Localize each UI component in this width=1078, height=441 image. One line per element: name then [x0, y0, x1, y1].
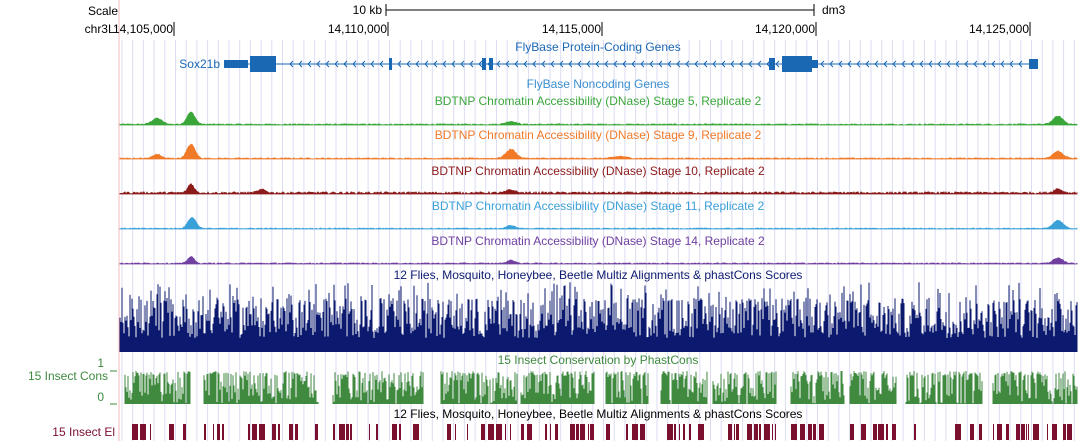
dnase-stage14-signal[interactable]: [119, 256, 1078, 265]
multiz-track-title: 12 Flies, Mosquito, Honeybee, Beetle Mul…: [394, 268, 803, 282]
dnase-stage9-signal[interactable]: [119, 143, 1078, 160]
dnase-stage10-signal[interactable]: [119, 183, 1078, 195]
dnase-stage5-title: BDTNP Chromatin Accessibility (DNase) St…: [435, 94, 762, 108]
gene-sox21b[interactable]: [224, 56, 1038, 72]
phastcons-signal[interactable]: [124, 371, 1078, 404]
ruler-ticks: [173, 22, 1031, 36]
position-label-2: 14,110,000: [328, 22, 387, 36]
position-label-1: 14,105,000: [113, 22, 173, 36]
phastcons-ymin-label: 0: [97, 390, 104, 404]
phastcons-ymax-label: 1: [97, 356, 104, 370]
assembly-label: dm3: [822, 3, 846, 17]
conserved-elements[interactable]: [132, 424, 1072, 440]
protein-coding-track-title: FlyBase Protein-Coding Genes: [515, 40, 680, 54]
multiz-conservation-signal[interactable]: [119, 282, 1078, 352]
noncoding-track-title: FlyBase Noncoding Genes: [527, 77, 670, 91]
dnase-stage11-signal[interactable]: [119, 216, 1078, 230]
dnase-stage9-title: BDTNP Chromatin Accessibility (DNase) St…: [435, 128, 762, 142]
phastcons-track-title: 15 Insect Conservation by PhastCons: [498, 353, 699, 367]
chrom-label: chr3L:: [85, 22, 118, 36]
dnase-stage14-title: BDTNP Chromatin Accessibility (DNase) St…: [431, 234, 765, 248]
dnase-stage10-title: BDTNP Chromatin Accessibility (DNase) St…: [431, 164, 765, 178]
scale-bar: [385, 4, 815, 16]
elements-track-title: 12 Flies, Mosquito, Honeybee, Beetle Mul…: [394, 407, 803, 421]
elements-side-label[interactable]: 15 Insect El: [52, 425, 115, 439]
phastcons-side-label[interactable]: 15 Insect Cons: [28, 369, 108, 383]
position-label-4: 14,120,000: [755, 22, 815, 36]
dnase-stage5-signal[interactable]: [119, 111, 1078, 126]
scale-label: Scale: [88, 4, 118, 18]
position-label-5: 14,125,000: [969, 22, 1029, 36]
scale-bar-label: 10 kb: [353, 3, 383, 17]
dnase-stage11-title: BDTNP Chromatin Accessibility (DNase) St…: [432, 199, 765, 213]
position-label-3: 14,115,000: [542, 22, 601, 36]
gene-label-sox21b[interactable]: Sox21b: [179, 57, 220, 71]
